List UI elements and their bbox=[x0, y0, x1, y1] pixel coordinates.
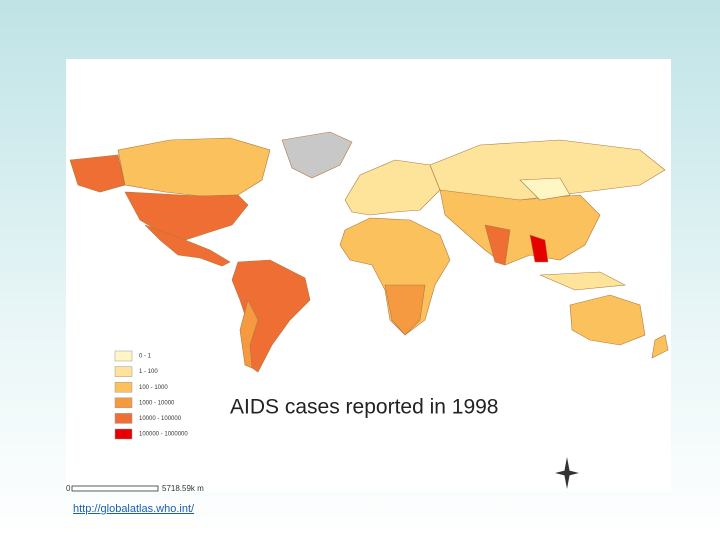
legend: 0 - 1 1 - 100 100 - 1000 1000 - 10000 10000 … bbox=[114, 350, 188, 440]
world-map bbox=[69, 131, 669, 373]
canada bbox=[117, 137, 271, 197]
legend-label: 0 - 1 bbox=[139, 354, 152, 360]
legend-swatch bbox=[114, 397, 133, 409]
legend-swatch bbox=[114, 381, 133, 393]
europe bbox=[344, 159, 441, 216]
mexico bbox=[144, 224, 231, 267]
mongolia bbox=[519, 177, 571, 201]
southern-africa bbox=[384, 284, 426, 336]
scale-start: 0 bbox=[66, 484, 71, 493]
thailand bbox=[529, 234, 549, 263]
greenland bbox=[281, 131, 353, 179]
legend-label: 1 - 100 bbox=[139, 369, 158, 375]
india bbox=[484, 224, 511, 266]
africa bbox=[339, 217, 451, 336]
north-arrow bbox=[555, 457, 579, 489]
legend-label: 10000 - 100000 bbox=[139, 416, 182, 422]
australia bbox=[569, 294, 646, 346]
legend-label: 100 - 1000 bbox=[139, 385, 168, 391]
scale-bar bbox=[71, 485, 159, 492]
source-link[interactable]: http://globalatlas.who.int/ bbox=[73, 503, 195, 515]
legend-label: 1000 - 10000 bbox=[139, 400, 175, 406]
legend-swatch bbox=[114, 428, 133, 440]
south-america-west bbox=[239, 299, 259, 369]
new-zealand bbox=[651, 334, 669, 359]
usa bbox=[124, 191, 249, 241]
map-title: AIDS cases reported in 1998 bbox=[230, 396, 499, 419]
south-america bbox=[231, 259, 311, 373]
alaska bbox=[69, 154, 126, 193]
indonesia bbox=[539, 271, 627, 291]
scale-end: 5718.59k m bbox=[162, 484, 204, 493]
legend-swatch bbox=[114, 413, 133, 424]
legend-swatch bbox=[114, 350, 133, 362]
legend-label: 100000 - 1000000 bbox=[139, 432, 188, 438]
legend-swatch bbox=[114, 366, 133, 377]
